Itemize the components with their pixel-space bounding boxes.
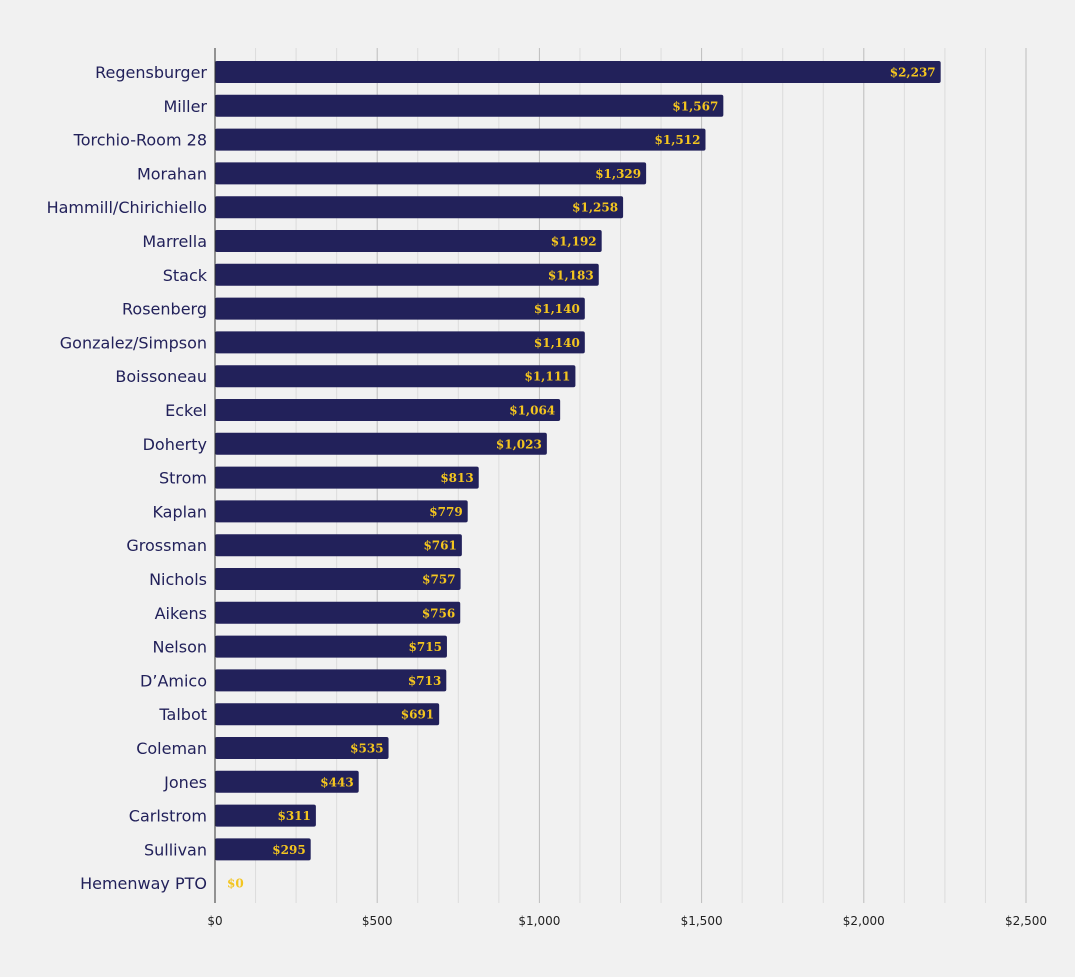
bar [215,263,599,286]
bar [215,399,561,421]
bar [215,196,624,219]
grid-lines [255,48,1027,903]
value-label: $813 [440,471,473,485]
category-label: Coleman [136,739,207,758]
category-label: Jones [163,773,207,792]
category-label: Kaplan [152,502,207,521]
value-label: $1,023 [496,437,542,451]
bar [215,432,547,455]
bar [215,568,461,590]
value-label: $715 [409,640,442,654]
x-tick-label: $2,000 [843,914,885,928]
bar [215,230,602,252]
value-label: $691 [401,708,434,722]
category-label: Grossman [126,536,207,555]
bar [215,737,389,759]
value-label: $2,237 [890,66,936,80]
bar [215,601,461,624]
bar [215,162,647,185]
value-label: $756 [422,606,455,620]
category-label: Stack [163,266,208,285]
value-label: $1,111 [524,370,570,384]
bar [215,669,447,692]
x-tick-label: $2,500 [1005,914,1047,928]
category-label: Miller [163,97,207,116]
value-label: $1,064 [509,404,555,418]
category-label: Hammill/Chirichiello [47,198,207,217]
value-label: $1,140 [534,302,580,316]
bar [215,466,479,489]
bar [215,297,585,320]
bar [215,94,724,117]
bar [215,500,468,523]
value-label: $1,567 [672,99,718,113]
value-label: $1,329 [595,167,641,181]
category-label: Gonzalez/Simpson [60,333,207,352]
category-label: Rosenberg [122,300,207,319]
value-label: $311 [277,809,310,823]
category-label: Sullivan [144,840,207,859]
value-label: $0 [227,877,244,891]
value-label: $1,258 [572,201,618,215]
category-label: Nichols [149,570,207,589]
bar [215,128,706,151]
bar [215,838,311,861]
bar [215,770,359,793]
value-label: $779 [429,505,462,519]
bar [215,635,447,658]
category-label: Marrella [142,232,207,251]
category-label: Torchio-Room 28 [73,131,207,150]
x-tick-label: $0 [207,914,222,928]
category-label: Talbot [158,705,207,724]
value-label: $757 [422,573,455,587]
bars [215,61,941,861]
category-label: D’Amico [140,671,207,690]
x-tick-label: $500 [362,914,393,928]
category-label: Boissoneau [115,367,207,386]
value-label: $535 [350,742,383,756]
value-label: $1,183 [548,268,594,282]
category-label: Regensburger [95,63,207,82]
category-label: Doherty [143,435,207,454]
bar [215,703,440,726]
category-label: Strom [159,469,207,488]
x-tick-label: $1,000 [518,914,560,928]
category-label: Hemenway PTO [80,874,207,893]
bar [215,804,316,827]
category-label: Nelson [152,638,207,657]
bar [215,534,462,557]
category-labels: Regensburger Miller Torchio-Room 28 Morahan… [47,63,208,893]
category-label: Eckel [165,401,207,420]
value-label: $1,140 [534,336,580,350]
value-label: $1,512 [655,133,701,147]
value-label: $295 [272,843,305,857]
category-label: Aikens [155,604,207,623]
bar [215,331,585,354]
value-labels: $2,237 $1,567 $1,512 $1,329 $1,258 $1,192 $1,1… [227,66,936,891]
x-axis-tick-labels: $0 $500 $1,000 $1,500 $2,000 $2,500 [207,914,1047,928]
bar [215,61,941,83]
value-label: $443 [320,775,353,789]
x-tick-label: $1,500 [681,914,723,928]
value-label: $761 [423,539,456,553]
value-label: $1,192 [551,235,597,249]
bar [215,365,576,388]
value-label: $713 [408,674,441,688]
category-label: Morahan [137,164,207,183]
category-label: Carlstrom [129,807,207,826]
